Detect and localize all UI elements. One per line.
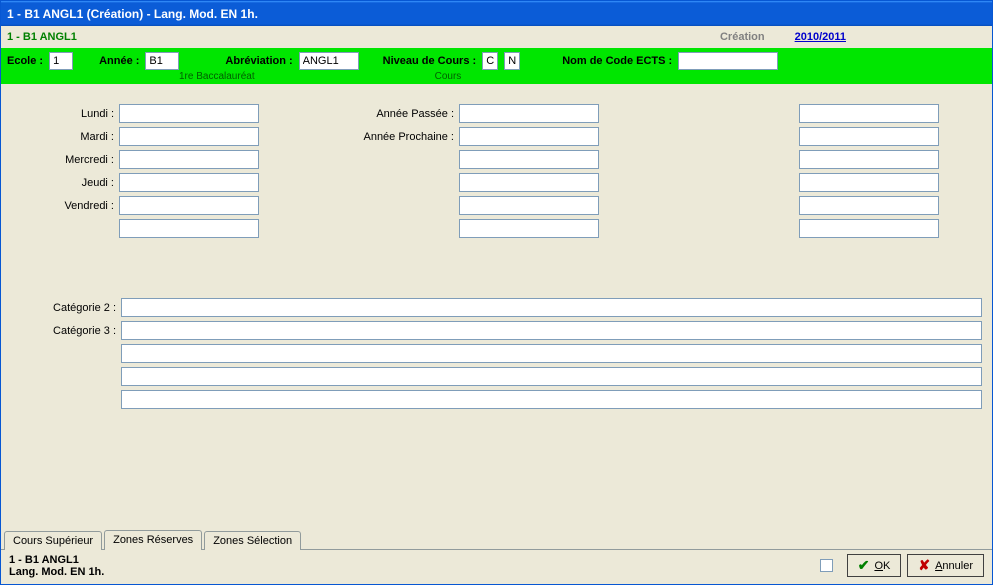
footer-line1: 1 - B1 ANGL1 — [9, 554, 104, 566]
cat3-input[interactable] — [121, 321, 982, 340]
mardi-input[interactable] — [119, 127, 259, 146]
col2-input-4[interactable] — [459, 173, 599, 192]
check-icon: ✔ — [858, 557, 870, 574]
day-extra-input[interactable] — [119, 219, 259, 238]
ok-label-rest: K — [883, 560, 890, 572]
annee-passee-input[interactable] — [459, 104, 599, 123]
window-title: 1 - B1 ANGL1 (Création) - Lang. Mod. EN … — [7, 7, 258, 21]
col3-input-5[interactable] — [799, 196, 939, 215]
jeudi-label: Jeudi : — [59, 177, 119, 189]
col3-input-6[interactable] — [799, 219, 939, 238]
header-year-link[interactable]: 2010/2011 — [795, 31, 846, 43]
titlebar: 1 - B1 ANGL1 (Création) - Lang. Mod. EN … — [1, 1, 992, 26]
jeudi-input[interactable] — [119, 173, 259, 192]
footer-checkbox[interactable] — [820, 559, 833, 572]
cat-input-5[interactable] — [121, 390, 982, 409]
col2-input-5[interactable] — [459, 196, 599, 215]
cancel-icon: ✘ — [918, 557, 930, 574]
lundi-input[interactable] — [119, 104, 259, 123]
cancel-button[interactable]: ✘ Annuler — [907, 554, 984, 577]
cat-input-3[interactable] — [121, 344, 982, 363]
mercredi-label: Mercredi : — [59, 154, 119, 166]
niveau-sub: Cours — [435, 70, 462, 82]
ok-button[interactable]: ✔ OK — [847, 554, 902, 577]
abrev-input[interactable] — [299, 52, 359, 70]
header-row: 1 - B1 ANGL1 Création 2010/2011 — [1, 26, 992, 48]
col2-input-3[interactable] — [459, 150, 599, 169]
cat-input-4[interactable] — [121, 367, 982, 386]
annee-passee-label: Année Passée : — [359, 108, 459, 120]
annee-label: Année : — [99, 55, 139, 67]
col3-input-3[interactable] — [799, 150, 939, 169]
ecole-label: Ecole : — [7, 55, 43, 67]
tab-cours-superieur[interactable]: Cours Supérieur — [4, 531, 102, 550]
footer-line2: Lang. Mod. EN 1h. — [9, 566, 104, 578]
header-code: 1 - B1 ANGL1 — [7, 31, 77, 43]
ects-label: Nom de Code ECTS : — [562, 55, 672, 67]
footer: 1 - B1 ANGL1 Lang. Mod. EN 1h. ✔ OK ✘ An… — [1, 550, 992, 584]
tab-zones-reserves[interactable]: Zones Réserves — [104, 530, 202, 550]
greenbar: Ecole : Année : Abréviation : Niveau de … — [1, 48, 992, 84]
niveau-label: Niveau de Cours : — [383, 55, 477, 67]
mercredi-input[interactable] — [119, 150, 259, 169]
col3-input-2[interactable] — [799, 127, 939, 146]
niveau-input-2[interactable] — [504, 52, 520, 70]
niveau-input-1[interactable] — [482, 52, 498, 70]
col2-input-6[interactable] — [459, 219, 599, 238]
annee-sub: 1re Baccalauréat — [179, 70, 255, 82]
cat2-label: Catégorie 2 : — [11, 302, 121, 314]
header-creation: Création — [720, 31, 765, 43]
lundi-label: Lundi : — [59, 108, 119, 120]
annee-prochaine-label: Année Prochaine : — [359, 131, 459, 143]
col3-input-1[interactable] — [799, 104, 939, 123]
vendredi-label: Vendredi : — [59, 200, 119, 212]
col3-input-4[interactable] — [799, 173, 939, 192]
tabs: Cours Supérieur Zones Réserves Zones Sél… — [1, 528, 992, 550]
tab-zones-selection[interactable]: Zones Sélection — [204, 531, 301, 550]
annee-prochaine-input[interactable] — [459, 127, 599, 146]
mardi-label: Mardi : — [59, 131, 119, 143]
cat2-input[interactable] — [121, 298, 982, 317]
abrev-label: Abréviation : — [225, 55, 292, 67]
cat3-label: Catégorie 3 : — [11, 325, 121, 337]
annee-input[interactable] — [145, 52, 179, 70]
footer-text: 1 - B1 ANGL1 Lang. Mod. EN 1h. — [9, 554, 104, 578]
form-body: Lundi : Mardi : Mercredi : Jeudi : Vendr… — [1, 84, 992, 528]
cancel-label-rest: nnuler — [942, 560, 973, 572]
ects-input[interactable] — [678, 52, 778, 70]
ecole-input[interactable] — [49, 52, 73, 70]
vendredi-input[interactable] — [119, 196, 259, 215]
